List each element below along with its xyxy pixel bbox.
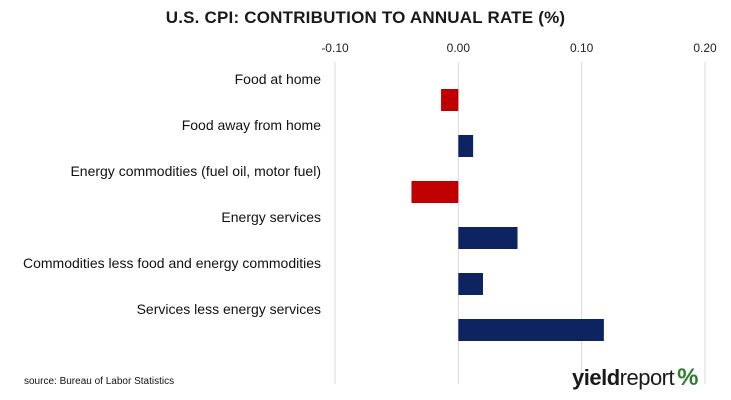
category-label: Energy services (221, 209, 321, 225)
category-label: Food away from home (182, 117, 321, 133)
bar (411, 181, 459, 203)
category-labels: Food at home Food away from home Energy co… (23, 71, 321, 317)
logo-report: report (619, 365, 675, 390)
category-label: Energy commodities (fuel oil, motor fuel… (70, 163, 321, 179)
category-label: Services less energy services (137, 301, 321, 317)
x-tick-label: -0.10 (321, 41, 349, 55)
chart-title: U.S. CPI: CONTRIBUTION TO ANNUAL RATE (%… (165, 8, 566, 27)
logo-yield: yield (572, 365, 620, 390)
source-note: source: Bureau of Labor Statistics (24, 376, 175, 387)
bar (458, 273, 483, 295)
bars (411, 89, 604, 341)
logo-percent-icon: % (677, 364, 698, 391)
bar (458, 135, 474, 157)
x-tick-label: 0.20 (693, 41, 717, 55)
x-tick-label: 0.10 (570, 41, 594, 55)
x-axis-ticks: -0.10 0.00 0.10 0.20 (321, 41, 717, 55)
bar (441, 89, 459, 111)
bar (458, 227, 518, 249)
bar (458, 319, 604, 341)
category-label: Food at home (235, 71, 322, 87)
x-tick-label: 0.00 (447, 41, 471, 55)
yieldreport-logo: yield report % (572, 364, 698, 392)
category-label: Commodities less food and energy commodi… (23, 255, 321, 271)
